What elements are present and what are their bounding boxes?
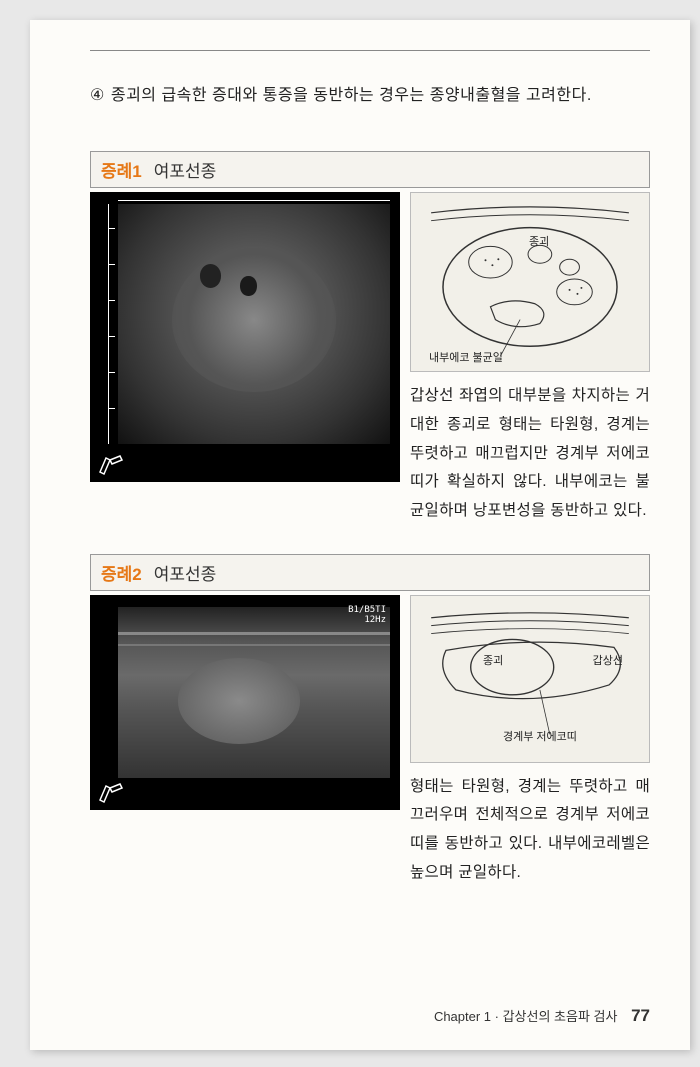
case1-description: 갑상선 좌엽의 대부분을 차지하는 거대한 종괴로 형태는 타원형, 경계는 뚜… [410, 382, 650, 525]
probe-icon [96, 778, 126, 804]
ultrasound-image-area [118, 204, 390, 444]
case1-right: 종괴 내부에코 불균일 갑상선 좌엽의 대부분을 차지하는 거대한 종괴로 형태… [410, 192, 650, 525]
diagram-label-mass: 종괴 [529, 233, 549, 249]
case1-title: 여포선종 [154, 157, 217, 182]
probe-icon [96, 450, 126, 476]
ruler-left [108, 204, 116, 444]
page: ④ 종괴의 급속한 증대와 통증을 동반하는 경우는 종양내출혈을 고려한다. … [30, 20, 690, 1050]
diagram-label-mass: 종괴 [483, 652, 503, 668]
diagram-svg [411, 193, 649, 371]
case1-label: 증례1 [101, 157, 142, 182]
diagram-label-thyroid: 갑상선 [593, 652, 623, 668]
numbered-paragraph: ④ 종괴의 급속한 증대와 통증을 동반하는 경우는 종양내출혈을 고려한다. [90, 81, 650, 111]
case1-ultrasound [90, 192, 400, 482]
top-rule [90, 50, 650, 51]
ultrasound-image-area [118, 607, 390, 778]
case2-right: 종괴 갑상선 경계부 저에코띠 형태는 타원형, 경계는 뚜렷하고 매끄러우며 … [410, 595, 650, 888]
diagram-label-halo: 경계부 저에코띠 [503, 728, 577, 744]
case2-label: 증례2 [101, 560, 142, 585]
ultrasound-overlay-text: B1/B5TI 12Hz [348, 605, 386, 625]
case2-diagram: 종괴 갑상선 경계부 저에코띠 [410, 595, 650, 763]
case1-body: 종괴 내부에코 불균일 갑상선 좌엽의 대부분을 차지하는 거대한 종괴로 형태… [90, 192, 650, 525]
diagram-label-echo: 내부에코 불균일 [429, 349, 503, 365]
item-number: ④ [90, 81, 105, 111]
case2-header: 증례2 여포선종 [90, 554, 650, 591]
case1-header: 증례1 여포선종 [90, 151, 650, 188]
ruler-top [118, 200, 390, 201]
case2-ultrasound: B1/B5TI 12Hz [90, 595, 400, 810]
case2-title: 여포선종 [154, 560, 217, 585]
page-footer: Chapter 1 · 갑상선의 초음파 검사 77 [434, 1006, 650, 1026]
item-text: 종괴의 급속한 증대와 통증을 동반하는 경우는 종양내출혈을 고려한다. [111, 81, 592, 111]
case1-diagram: 종괴 내부에코 불균일 [410, 192, 650, 372]
case2-body: B1/B5TI 12Hz 종괴 갑상선 경계부 저에코띠 형태는 타원형, 경 [90, 595, 650, 888]
page-number: 77 [631, 1006, 650, 1025]
footer-chapter: Chapter 1 · 갑상선의 초음파 검사 [434, 1009, 618, 1024]
case2-description: 형태는 타원형, 경계는 뚜렷하고 매끄러우며 전체적으로 경계부 저에코띠를 … [410, 773, 650, 888]
